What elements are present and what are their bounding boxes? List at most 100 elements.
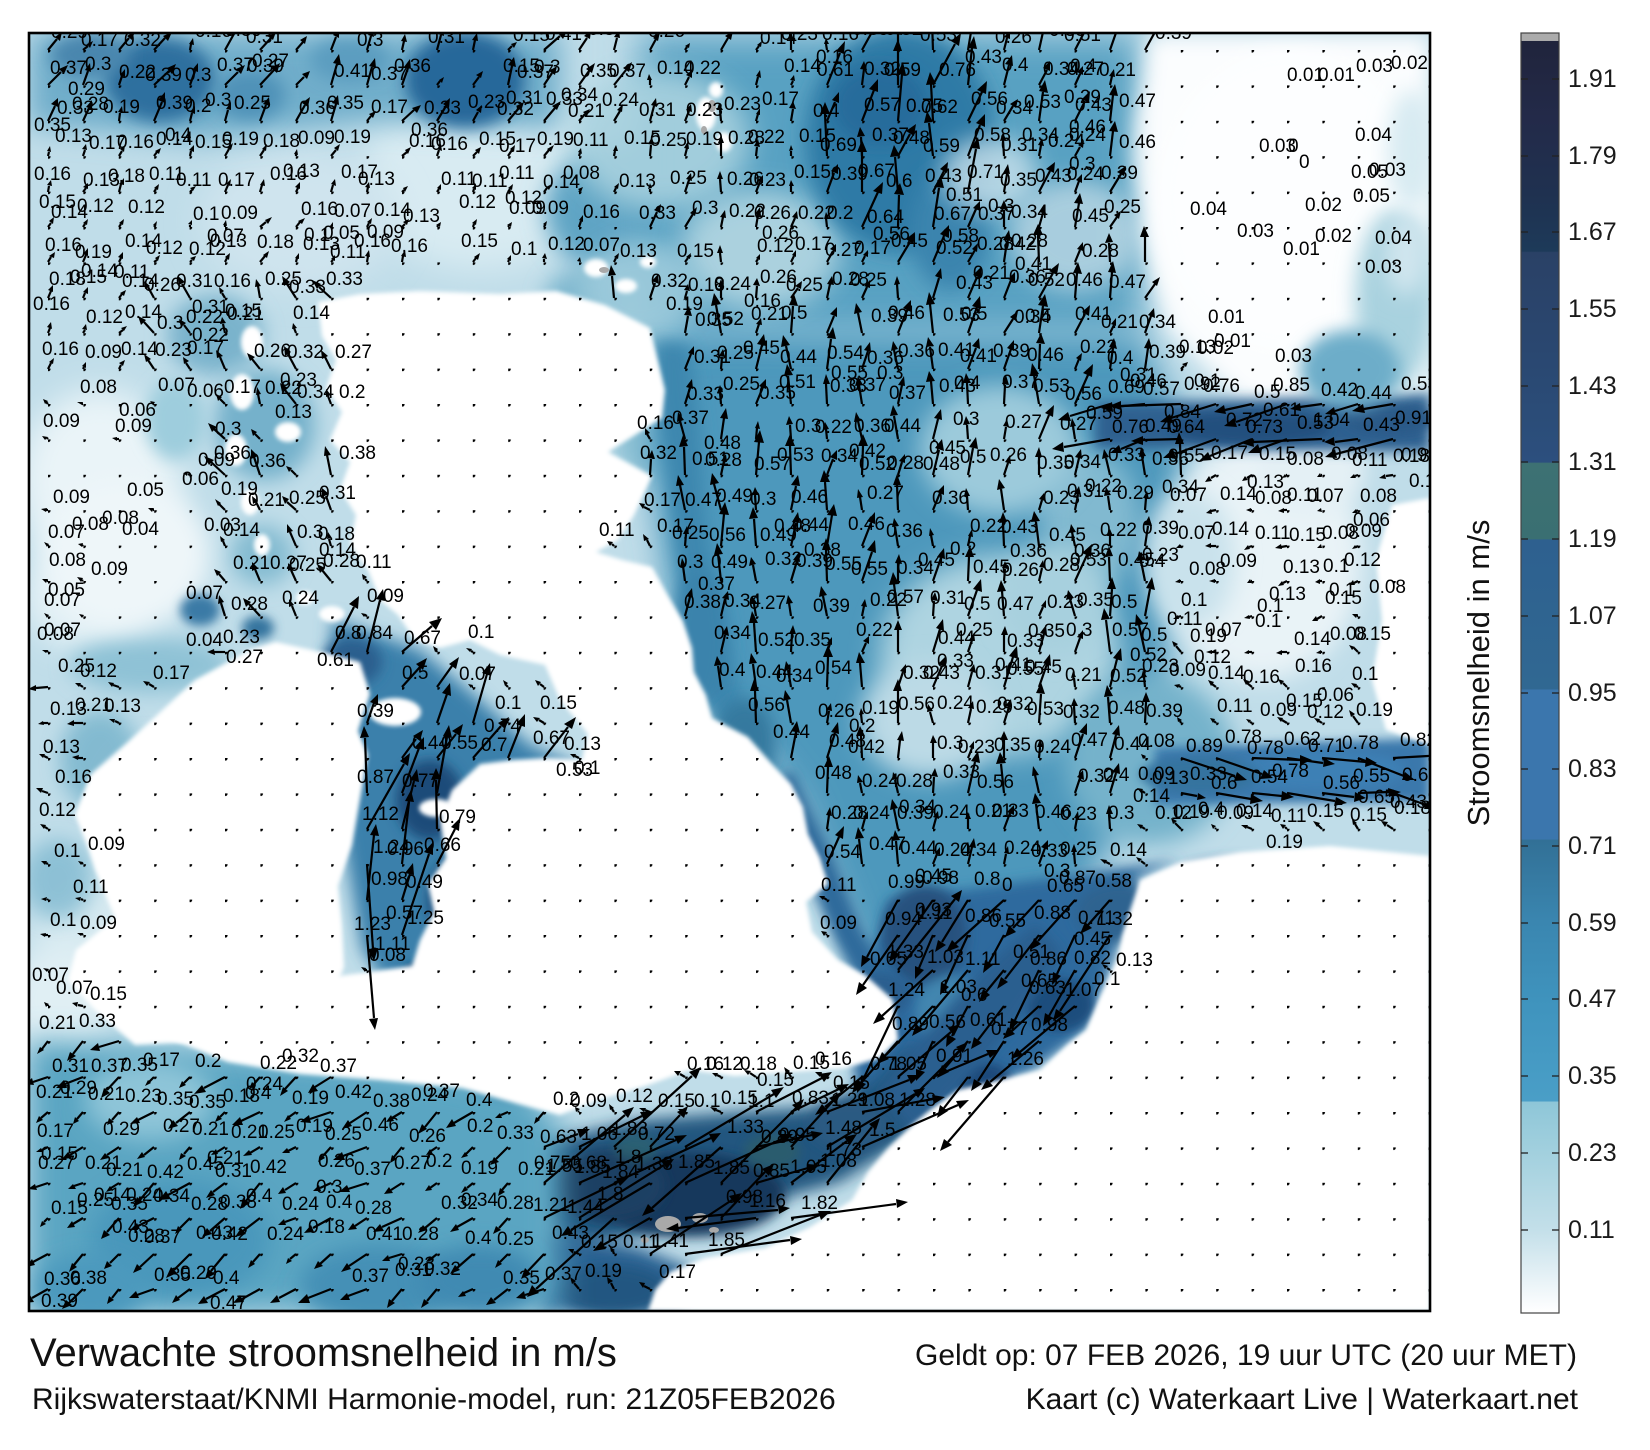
svg-text:0.4: 0.4 (1198, 799, 1225, 820)
svg-text:0.44: 0.44 (412, 733, 449, 754)
svg-text:0.19: 0.19 (334, 127, 371, 148)
svg-text:0.78: 0.78 (1272, 761, 1309, 782)
svg-text:0.23: 0.23 (1142, 545, 1179, 566)
svg-text:0.13: 0.13 (1283, 557, 1320, 578)
svg-text:0.55: 0.55 (851, 559, 888, 580)
svg-text:0.33: 0.33 (937, 651, 974, 672)
svg-text:0.39: 0.39 (1101, 163, 1138, 184)
svg-text:0.33: 0.33 (992, 801, 1029, 822)
svg-text:1.31: 1.31 (1568, 448, 1617, 476)
svg-text:0.87: 0.87 (1059, 868, 1096, 889)
svg-text:0.13: 0.13 (275, 402, 312, 423)
svg-text:0.36: 0.36 (1152, 449, 1189, 470)
svg-text:1.03: 1.03 (927, 947, 964, 968)
svg-text:0.48: 0.48 (923, 454, 960, 475)
svg-text:1.82: 1.82 (801, 1193, 838, 1214)
svg-text:0.58: 0.58 (942, 226, 979, 247)
svg-text:0.3: 0.3 (877, 363, 903, 384)
svg-text:0.57: 0.57 (754, 454, 791, 475)
svg-text:0.3: 0.3 (316, 1177, 342, 1198)
svg-text:0.52: 0.52 (859, 454, 896, 475)
svg-text:0.09: 0.09 (820, 913, 857, 934)
svg-text:0.24: 0.24 (1067, 164, 1104, 185)
svg-text:0.1: 0.1 (574, 758, 600, 779)
svg-text:0.11: 0.11 (176, 170, 212, 191)
svg-text:0.28: 0.28 (831, 803, 868, 824)
svg-text:0.29: 0.29 (68, 79, 105, 100)
svg-text:0.1: 0.1 (193, 204, 219, 225)
svg-text:0.27: 0.27 (163, 1116, 200, 1137)
svg-text:0.22: 0.22 (1080, 337, 1117, 358)
svg-text:0.42: 0.42 (335, 1082, 372, 1103)
svg-text:0.43: 0.43 (1363, 415, 1400, 436)
svg-text:0.1: 0.1 (1329, 580, 1355, 601)
svg-text:0.46: 0.46 (791, 487, 828, 508)
svg-text:0.55: 0.55 (825, 554, 862, 575)
svg-text:0.25: 0.25 (77, 1190, 114, 1211)
svg-text:0.34: 0.34 (561, 85, 598, 106)
svg-text:0.1: 0.1 (495, 693, 521, 714)
svg-text:0.03: 0.03 (1259, 136, 1296, 157)
svg-text:0.27: 0.27 (1067, 59, 1104, 80)
svg-text:0.28: 0.28 (128, 1226, 165, 1247)
svg-text:0.25: 0.25 (497, 1229, 534, 1250)
svg-text:0.12: 0.12 (1155, 803, 1192, 824)
svg-text:0.35: 0.35 (695, 310, 732, 331)
svg-text:0.26: 0.26 (990, 445, 1027, 466)
svg-text:0.25: 0.25 (717, 343, 754, 364)
svg-text:0.35: 0.35 (1568, 1062, 1617, 1090)
svg-text:0.24: 0.24 (934, 840, 971, 861)
svg-text:0.09: 0.09 (570, 1091, 607, 1112)
svg-text:0.12: 0.12 (706, 1054, 743, 1075)
svg-text:0.4: 0.4 (813, 101, 840, 122)
svg-text:0.11: 0.11 (1217, 696, 1253, 717)
svg-text:1.44: 1.44 (567, 1197, 604, 1218)
svg-text:0.23: 0.23 (749, 170, 786, 191)
svg-text:0.33: 0.33 (1031, 841, 1068, 862)
svg-text:0.17: 0.17 (854, 238, 891, 259)
svg-text:0.24: 0.24 (853, 803, 890, 824)
svg-text:0.21: 0.21 (39, 1013, 76, 1034)
svg-text:0.56: 0.56 (929, 1012, 966, 1033)
svg-text:0.37: 0.37 (354, 1159, 391, 1180)
svg-text:0.89: 0.89 (761, 1127, 798, 1148)
svg-text:0.76: 0.76 (939, 60, 976, 81)
svg-text:0.16: 0.16 (33, 294, 70, 315)
svg-text:0.27: 0.27 (1005, 412, 1042, 433)
svg-text:0.42: 0.42 (849, 441, 886, 462)
svg-text:0.43: 0.43 (925, 166, 962, 187)
svg-text:0.15: 0.15 (51, 1198, 88, 1219)
svg-text:0.51: 0.51 (779, 372, 816, 393)
svg-text:0.39: 0.39 (852, 19, 889, 40)
svg-text:0.22: 0.22 (748, 127, 785, 148)
svg-text:0.5: 0.5 (1025, 306, 1051, 327)
svg-text:0.35: 0.35 (580, 61, 617, 82)
svg-text:1.91: 1.91 (1568, 65, 1617, 93)
svg-text:0.55: 0.55 (1168, 446, 1205, 467)
svg-text:0.33: 0.33 (1108, 445, 1145, 466)
svg-text:0.51: 0.51 (1064, 25, 1101, 46)
svg-text:0.23: 0.23 (1047, 592, 1084, 613)
svg-text:0.16: 0.16 (1295, 656, 1332, 677)
svg-text:0.41: 0.41 (366, 1224, 403, 1245)
svg-text:0.49: 0.49 (716, 486, 753, 507)
svg-text:0.25: 0.25 (1060, 839, 1097, 860)
svg-text:0.16: 0.16 (409, 131, 446, 152)
svg-text:1.41: 1.41 (652, 1231, 689, 1252)
svg-text:0.63: 0.63 (1029, 978, 1066, 999)
svg-text:0.33: 0.33 (687, 384, 724, 405)
svg-text:0.94: 0.94 (885, 909, 922, 930)
svg-text:0.15: 0.15 (677, 241, 714, 262)
svg-text:0.2: 0.2 (849, 716, 875, 737)
svg-text:0.12: 0.12 (1344, 550, 1381, 571)
svg-text:0.3: 0.3 (588, 19, 614, 40)
svg-text:0.67: 0.67 (533, 728, 570, 749)
svg-text:0.09: 0.09 (509, 198, 546, 219)
svg-text:0.16: 0.16 (391, 236, 428, 257)
svg-text:0.43: 0.43 (923, 663, 960, 684)
svg-text:0.09: 0.09 (53, 487, 90, 508)
svg-text:0.26: 0.26 (754, 203, 791, 224)
svg-text:0.15: 0.15 (195, 132, 232, 153)
svg-text:0.59: 0.59 (1568, 909, 1617, 937)
svg-text:0.31: 0.31 (885, 19, 922, 40)
